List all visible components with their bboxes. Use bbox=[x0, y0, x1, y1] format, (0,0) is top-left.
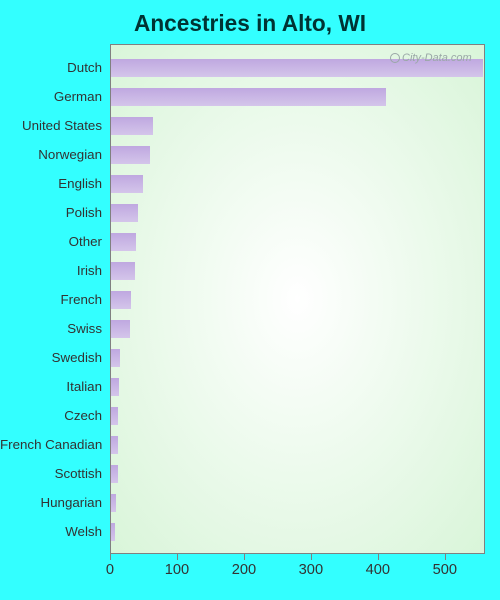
bar bbox=[111, 175, 143, 193]
bar bbox=[111, 349, 120, 367]
y-axis-label: Italian bbox=[0, 379, 102, 394]
bar bbox=[111, 378, 119, 396]
plot-area bbox=[110, 44, 485, 554]
y-axis-label: German bbox=[0, 89, 102, 104]
x-tick-label: 200 bbox=[224, 562, 264, 578]
y-axis-label: United States bbox=[0, 118, 102, 133]
bar bbox=[111, 262, 135, 280]
x-tick-label: 500 bbox=[425, 562, 465, 578]
y-axis-label: Other bbox=[0, 234, 102, 249]
y-axis-label: Dutch bbox=[0, 60, 102, 75]
y-axis-label: Norwegian bbox=[0, 147, 102, 162]
bar bbox=[111, 233, 136, 251]
x-tick-mark bbox=[177, 554, 178, 560]
x-tick-label: 300 bbox=[291, 562, 331, 578]
x-tick-label: 0 bbox=[90, 562, 130, 578]
y-axis-label: Czech bbox=[0, 408, 102, 423]
bar bbox=[111, 146, 150, 164]
bar bbox=[111, 494, 116, 512]
y-axis-label: Swiss bbox=[0, 321, 102, 336]
chart-title: Ancestries in Alto, WI bbox=[0, 10, 500, 37]
bar bbox=[111, 88, 386, 106]
y-axis-label: Scottish bbox=[0, 466, 102, 481]
bar bbox=[111, 291, 131, 309]
bar bbox=[111, 117, 153, 135]
x-tick-mark bbox=[110, 554, 111, 560]
bar bbox=[111, 523, 115, 541]
bar bbox=[111, 320, 130, 338]
y-axis-label: Polish bbox=[0, 205, 102, 220]
y-axis-label: French bbox=[0, 292, 102, 307]
y-axis-label: English bbox=[0, 176, 102, 191]
x-tick-mark bbox=[445, 554, 446, 560]
x-tick-mark bbox=[311, 554, 312, 560]
x-tick-mark bbox=[244, 554, 245, 560]
x-tick-label: 100 bbox=[157, 562, 197, 578]
bar bbox=[111, 59, 483, 77]
y-axis-label: Hungarian bbox=[0, 495, 102, 510]
x-tick-mark bbox=[378, 554, 379, 560]
bar bbox=[111, 204, 138, 222]
y-axis-label: Welsh bbox=[0, 524, 102, 539]
x-tick-label: 400 bbox=[358, 562, 398, 578]
bar bbox=[111, 465, 118, 483]
chart-page: Ancestries in Alto, WI City-Data.com Dut… bbox=[0, 0, 500, 600]
y-axis-label: Swedish bbox=[0, 350, 102, 365]
y-axis-label: Irish bbox=[0, 263, 102, 278]
bar bbox=[111, 407, 118, 425]
y-axis-label: French Canadian bbox=[0, 437, 102, 452]
bar bbox=[111, 436, 118, 454]
